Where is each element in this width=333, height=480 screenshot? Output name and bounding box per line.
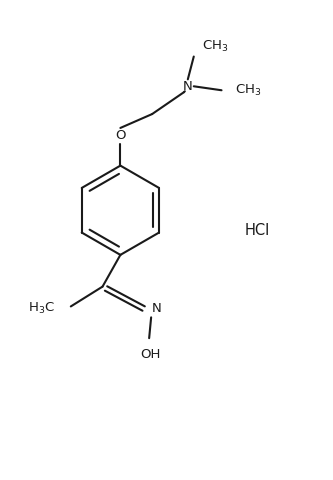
Text: CH$_3$: CH$_3$ (202, 39, 228, 54)
Text: OH: OH (140, 348, 160, 360)
Text: O: O (115, 130, 126, 143)
Text: N: N (183, 80, 193, 93)
Text: N: N (152, 302, 162, 315)
Text: H$_3$C: H$_3$C (28, 301, 55, 316)
Text: CH$_3$: CH$_3$ (235, 83, 262, 98)
Text: HCl: HCl (245, 223, 270, 238)
